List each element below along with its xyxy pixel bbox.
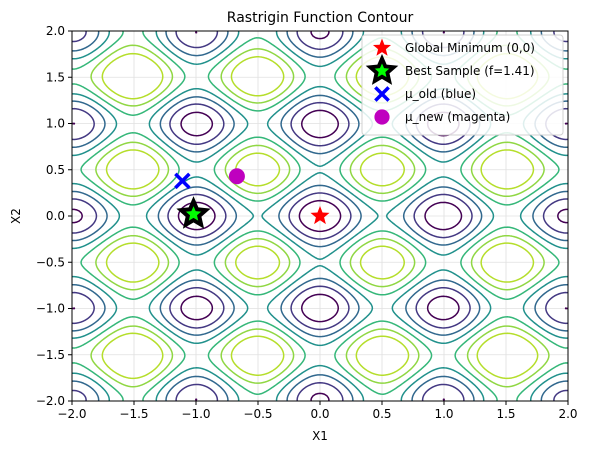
x-tick-label-6: 1.0: [434, 407, 453, 421]
y-tick-label-4: 0.0: [46, 209, 65, 223]
y-tick-label-7: 1.5: [46, 70, 65, 84]
marker-x-2: [174, 172, 191, 190]
axis-ticks: −2.0 −1.5 −1.0 −0.5 0.0 0.5 1.0 1.5 2.0 −2.0 −1.5 −…: [36, 24, 578, 421]
legend-marker-3: [374, 109, 390, 125]
x-tick-label-7: 1.5: [496, 407, 515, 421]
contour-level-5: [72, 31, 568, 401]
y-tick-label-6: 1.0: [46, 117, 65, 131]
y-tick-label-3: −0.5: [36, 255, 65, 269]
y-tick-label-8: 2.0: [46, 24, 65, 38]
legend-label-3: μ_new (magenta): [405, 110, 510, 124]
legend-label-2: μ_old (blue): [405, 87, 476, 101]
legend-marker-1: [365, 53, 399, 85]
y-axis-label: X2: [9, 208, 23, 224]
x-tick-label-2: −1.0: [181, 407, 210, 421]
y-tick-label-5: 0.5: [46, 163, 65, 177]
markers: [174, 168, 330, 229]
x-tick-label-8: 2.0: [558, 407, 577, 421]
legend-marker-2: [374, 86, 390, 102]
x-tick-label-1: −1.5: [119, 407, 148, 421]
x-tick-label-5: 0.5: [372, 407, 391, 421]
marker-star-1: [176, 196, 211, 229]
x-tick-label-4: 0.0: [310, 407, 329, 421]
y-tick-label-1: −1.5: [36, 348, 65, 362]
legend-marker-0: [372, 38, 392, 56]
x-tick-label-0: −2.0: [57, 407, 86, 421]
y-tick-label-2: −1.0: [36, 302, 65, 316]
y-tick-label-0: −2.0: [36, 394, 65, 408]
legend-label-1: Best Sample (f=1.41): [405, 64, 535, 78]
marker-circle-3: [228, 168, 245, 185]
x-axis-label: X1: [312, 429, 328, 443]
legend-box: [361, 34, 564, 136]
x-tick-label-3: −0.5: [243, 407, 272, 421]
marker-star-0: [310, 206, 330, 225]
legend: Global Minimum (0,0) Best Sample (f=1.41)…: [361, 34, 564, 136]
legend-label-0: Global Minimum (0,0): [405, 41, 535, 55]
chart-title: Rastrigin Function Contour: [227, 10, 414, 26]
